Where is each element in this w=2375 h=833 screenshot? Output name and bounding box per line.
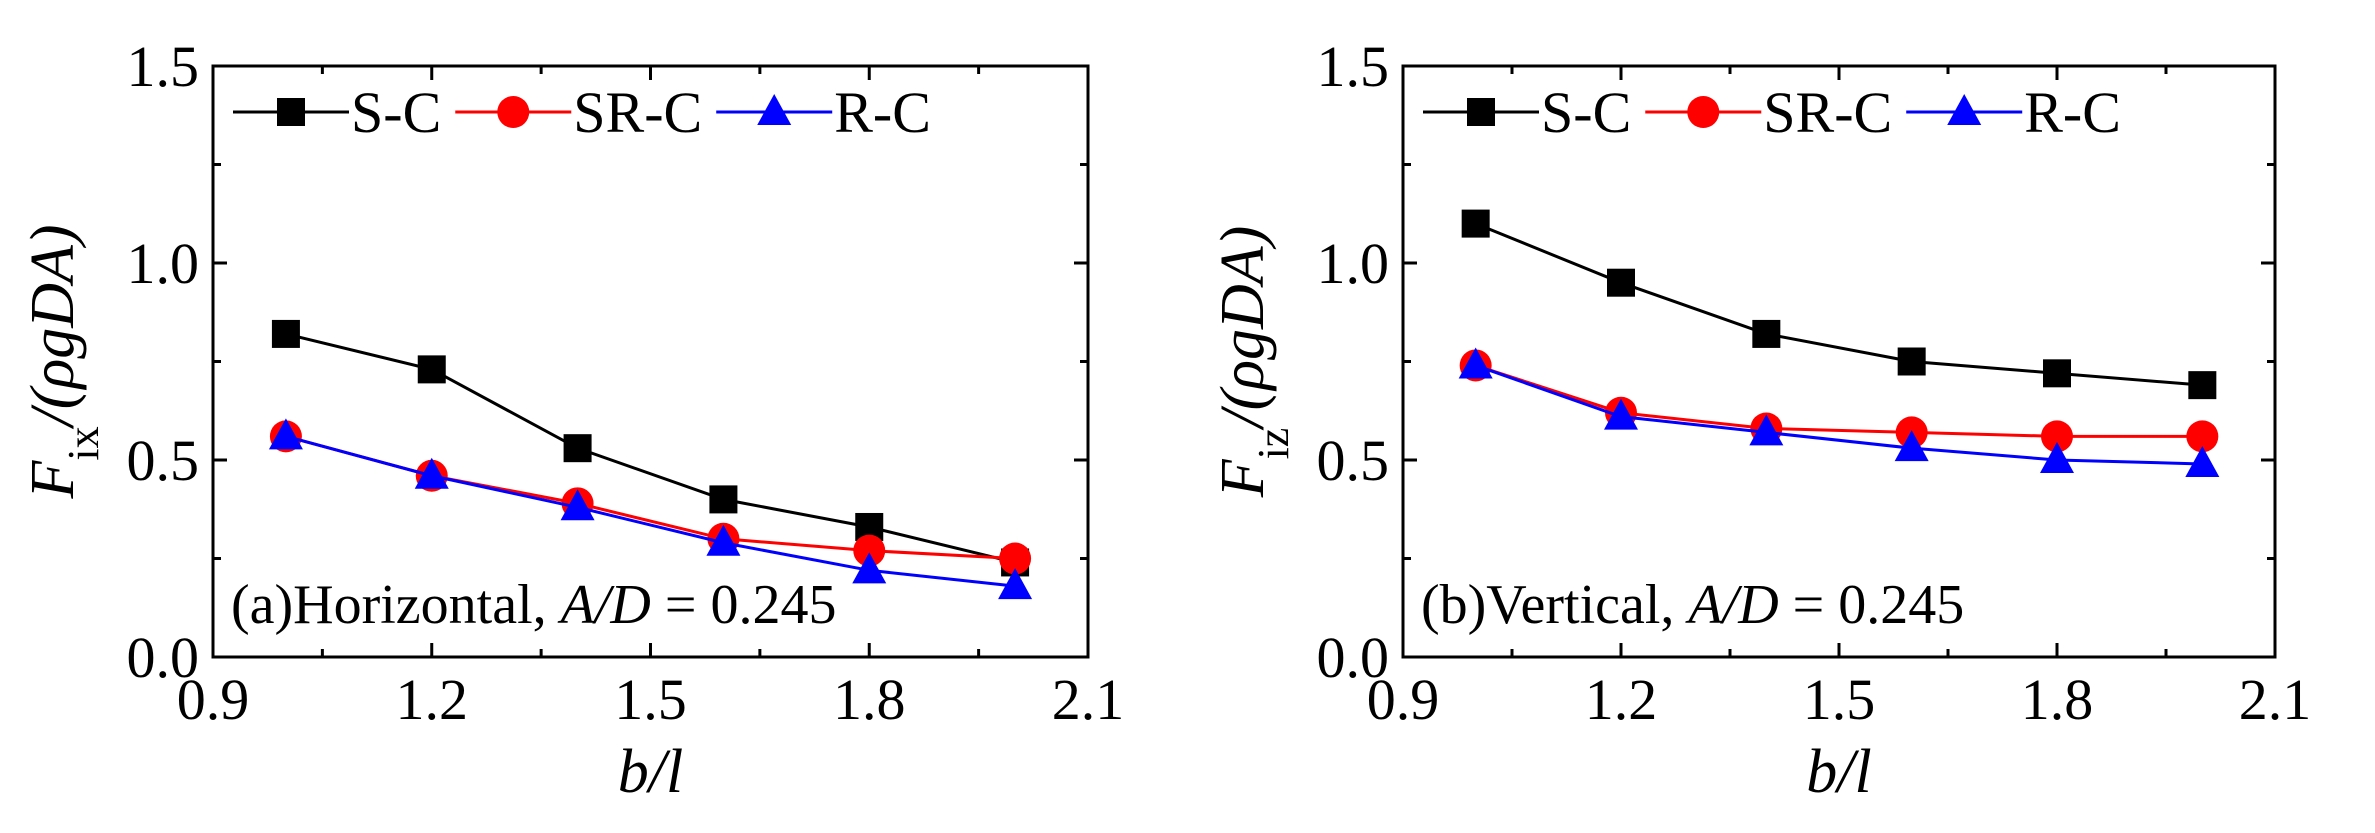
data-point [852, 552, 887, 584]
x-tick-label: 2.1 [2239, 667, 2312, 732]
plot-frame [1401, 64, 2277, 659]
data-point [268, 418, 303, 450]
data-point [271, 319, 300, 348]
y-axis-label: Fiz/(ρgDA) [1209, 226, 1298, 499]
legend-marker [757, 94, 792, 125]
x-tick-label: 0.9 [177, 667, 250, 732]
data-point [2185, 445, 2220, 477]
data-point [1461, 209, 1490, 238]
legend-entry-s-c: S-C [233, 80, 441, 145]
legend-entry-sr-c: SR-C [1645, 80, 1892, 145]
legend-label: SR-C [573, 80, 702, 145]
x-tick-label: 2.1 [1052, 667, 1125, 732]
series-line [285, 332, 1016, 564]
x-tick-label: 1.2 [1585, 667, 1658, 732]
data-point [2040, 442, 2074, 473]
y-tick-label: 0.5 [1317, 428, 1390, 493]
legend-entry-s-c: S-C [1423, 80, 1631, 145]
data-point [1894, 430, 1929, 462]
legend-label: SR-C [1763, 80, 1892, 145]
legend: S-C SR-C R-C [233, 80, 931, 145]
panel-annotation: (b)Vertical, A/D = 0.245 [1421, 574, 1964, 636]
series-line [285, 434, 1016, 560]
data-point [2188, 371, 2217, 400]
y-tick-label: 1.0 [1317, 231, 1390, 296]
y-axis-label: Fix/(ρgDA) [19, 224, 108, 499]
y-tick-label: 1.5 [1317, 34, 1390, 99]
data-point [1458, 347, 1493, 379]
series-r-c [268, 418, 1033, 600]
y-tick-label: 1.0 [127, 231, 200, 296]
data-point [1604, 398, 1638, 430]
legend-label: R-C [2024, 80, 2121, 145]
panel-annotation: (a)Horizontal, A/D = 0.245 [231, 574, 836, 636]
y-tick-label: 0.0 [1317, 625, 1390, 690]
y-tick-label: 0.0 [127, 625, 200, 690]
x-axis-label: b/l [1806, 738, 1871, 806]
data-point [417, 355, 446, 384]
data-point [2041, 420, 2073, 453]
legend-label: S-C [1541, 80, 1631, 145]
plot-frame [211, 64, 1090, 659]
chart-panel-a: 0.9 1.2 1.5 1.8 2.1 0.0 0.5 1.0 1.5 S-C SR-C R-C (a)… [19, 34, 1124, 806]
legend-marker [1947, 94, 1982, 125]
data-point [853, 534, 886, 567]
legend-marker [1467, 98, 1495, 126]
x-tick-label: 1.2 [396, 667, 469, 732]
series-line [1475, 222, 2203, 387]
data-point [560, 489, 595, 521]
data-point [1897, 347, 1926, 376]
y-tick-label: 1.5 [127, 34, 200, 99]
y-tick-label: 0.5 [127, 428, 200, 493]
series-s-c [271, 319, 1030, 577]
data-point [1752, 319, 1781, 348]
legend-entry-r-c: R-C [1906, 80, 2121, 145]
legend-entry-r-c: R-C [716, 80, 931, 145]
series-line [1475, 364, 2203, 466]
data-point [999, 542, 1032, 575]
data-point [414, 457, 449, 489]
legend-marker [277, 98, 305, 126]
x-tick-label: 0.9 [1367, 667, 1440, 732]
x-tick-label: 1.8 [2021, 667, 2094, 732]
chart-panel-b: 0.9 1.2 1.5 1.8 2.1 0.0 0.5 1.0 1.5 S-C SR-C R-C (b)… [1209, 34, 2311, 806]
legend-marker [1687, 96, 1720, 128]
x-tick-label: 1.5 [614, 667, 687, 732]
series-sr-c [269, 420, 1032, 575]
x-tick-label: 1.5 [1803, 667, 1876, 732]
data-point [1607, 268, 1635, 297]
series-line [285, 434, 1016, 588]
legend: S-C SR-C R-C [1423, 80, 2121, 145]
legend-marker [497, 96, 530, 128]
legend-entry-sr-c: SR-C [455, 80, 702, 145]
data-point [2186, 420, 2219, 453]
data-point [2043, 359, 2071, 388]
legend-label: S-C [351, 80, 441, 145]
x-tick-label: 1.8 [833, 667, 906, 732]
series-line [1475, 364, 2203, 438]
legend-label: R-C [834, 80, 931, 145]
series-r-c [1458, 347, 2220, 477]
series-s-c [1461, 209, 2217, 400]
data-point [706, 524, 741, 556]
data-point [1749, 414, 1784, 446]
data-point [563, 434, 592, 463]
x-axis-label: b/l [618, 738, 683, 806]
data-point [709, 485, 738, 514]
data-point [998, 568, 1033, 600]
